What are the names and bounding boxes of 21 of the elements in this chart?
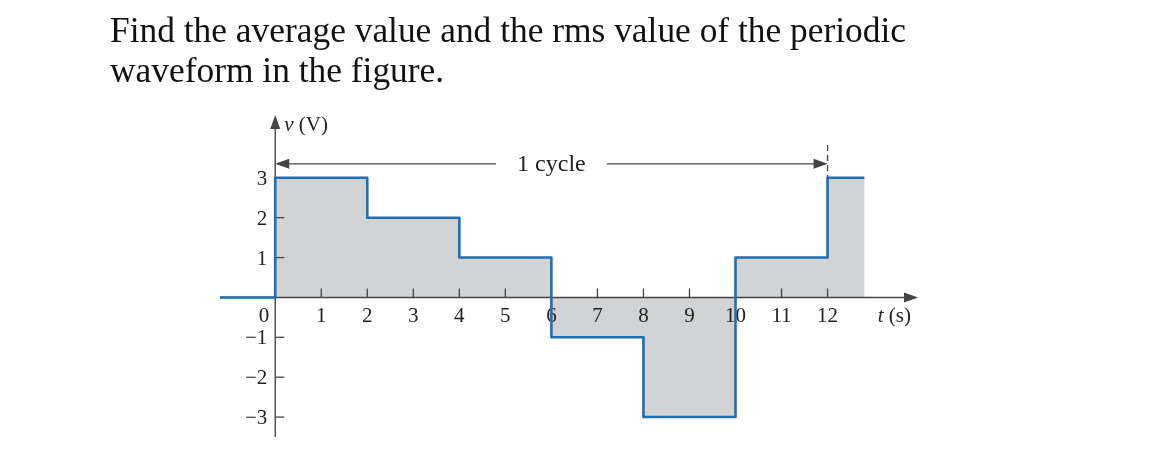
x-tick-label: 11	[771, 303, 792, 328]
x-tick-label: 12	[817, 303, 839, 328]
y-tick-label: 3	[256, 165, 268, 190]
x-tick-label: 1	[316, 303, 327, 328]
x-tick-label: 7	[592, 303, 603, 328]
y-tick-label: −3	[244, 405, 268, 430]
y-tick-label: −1	[244, 325, 268, 350]
x-axis-title: t (s)	[877, 303, 911, 328]
y-tick-label: 2	[256, 205, 268, 230]
chart-title: Find the average value and the rms value of the periodic waveform in the figure.	[110, 10, 907, 90]
annotation: 1 cycle	[517, 149, 586, 176]
x-tick-label: 4	[454, 303, 466, 328]
x-tick-label: 5	[500, 303, 511, 328]
x-tick-label: 2	[362, 303, 373, 328]
x-tick-label: 8	[638, 303, 649, 328]
x-tick-label: 9	[684, 303, 695, 328]
y-axis-title: v (V)	[284, 112, 328, 136]
x-tick-label: 0	[258, 303, 270, 328]
y-tick-label: 1	[256, 245, 268, 270]
x-tick-label: 3	[408, 303, 419, 328]
y-tick-label: −2	[244, 365, 268, 390]
